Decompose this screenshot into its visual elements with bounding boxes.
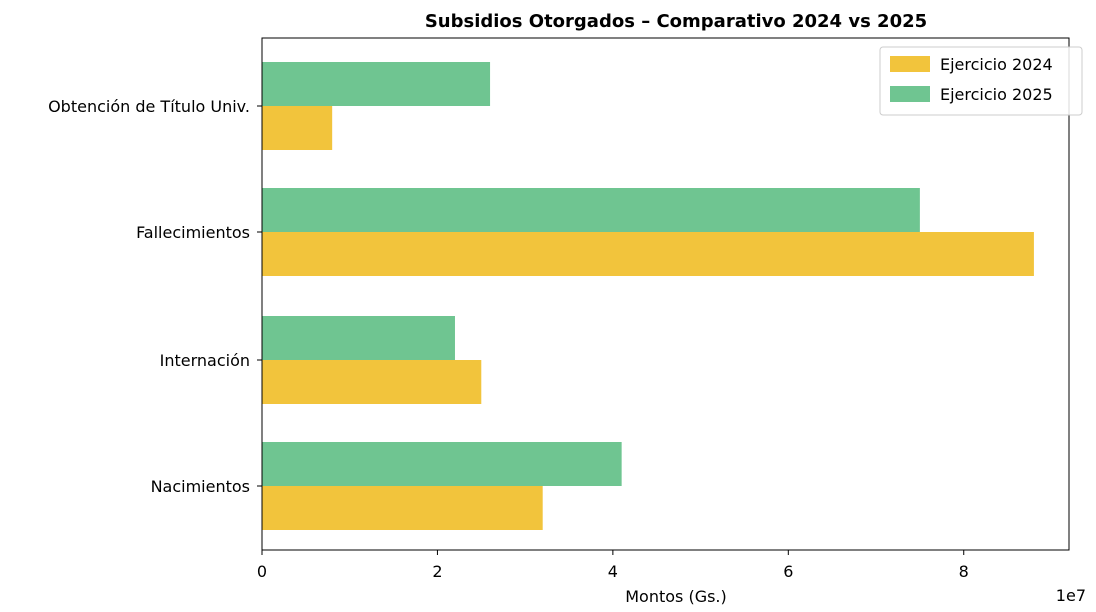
bar-2025-3 bbox=[262, 62, 491, 106]
x-tick-label: 4 bbox=[608, 562, 618, 581]
bar-2024-3 bbox=[262, 106, 333, 150]
x-tick-label: 0 bbox=[257, 562, 267, 581]
legend-swatch bbox=[890, 56, 930, 72]
legend-box bbox=[879, 46, 1083, 116]
legend-label: Ejercicio 2024 bbox=[940, 55, 1053, 74]
bar-2024-2 bbox=[262, 232, 1034, 276]
y-tick-label: Nacimientos bbox=[151, 477, 250, 496]
y-tick-label: Obtención de Título Univ. bbox=[48, 97, 250, 116]
bars-layer bbox=[262, 62, 1034, 530]
legend-swatch bbox=[890, 86, 930, 102]
bar-2024-1 bbox=[262, 360, 482, 404]
x-tick-label: 8 bbox=[959, 562, 969, 581]
bar-2025-0 bbox=[262, 442, 622, 486]
y-tick-label: Internación bbox=[160, 351, 250, 370]
y-tick-label: Fallecimientos bbox=[136, 223, 250, 242]
legend-items: Ejercicio 2024 Ejercicio 2025 bbox=[890, 55, 1053, 104]
plot-frame bbox=[261, 37, 1070, 551]
bar-2025-1 bbox=[262, 316, 455, 360]
x-tick-label: 6 bbox=[783, 562, 793, 581]
bar-2025-2 bbox=[262, 188, 920, 232]
x-axis-label: Montos (Gs.) bbox=[625, 587, 727, 606]
bar-2024-0 bbox=[262, 486, 543, 530]
legend-label: Ejercicio 2025 bbox=[940, 85, 1053, 104]
chart-title: Subsidios Otorgados – Comparativo 2024 v… bbox=[425, 11, 927, 32]
x-axis-offset-label: 1e7 bbox=[1056, 586, 1086, 605]
x-tick-label: 2 bbox=[432, 562, 442, 581]
legend: Ejercicio 2024 Ejercicio 2025 bbox=[879, 46, 1083, 116]
x-axis: 0 2 4 6 8 bbox=[257, 550, 969, 581]
y-axis: Nacimientos Internación Fallecimientos Obte… bbox=[48, 97, 262, 496]
